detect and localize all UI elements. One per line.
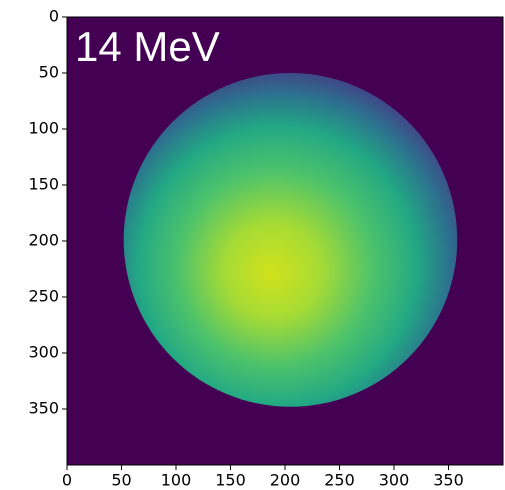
plot-area: [67, 17, 503, 465]
y-tick-label: 150: [28, 175, 59, 194]
x-tick-label: 50: [111, 471, 131, 490]
y-tick-label: 0: [49, 7, 59, 26]
x-tick-label: 100: [161, 471, 192, 490]
x-tick-label: 350: [433, 471, 464, 490]
beam-disc: [123, 73, 458, 407]
x-tick-label: 200: [270, 471, 301, 490]
y-tick-label: 250: [28, 287, 59, 306]
y-tick-label: 200: [28, 231, 59, 250]
y-tick-label: 300: [28, 343, 59, 362]
x-tick-label: 250: [324, 471, 355, 490]
x-tick-label: 150: [215, 471, 246, 490]
y-tick-label: 350: [28, 399, 59, 418]
plot-frame: [66, 16, 504, 466]
y-tick-label: 50: [39, 63, 59, 82]
y-tick-label: 100: [28, 119, 59, 138]
x-tick-label: 300: [379, 471, 410, 490]
x-tick-label: 0: [62, 471, 72, 490]
annotation: 14 MeV: [75, 23, 220, 70]
